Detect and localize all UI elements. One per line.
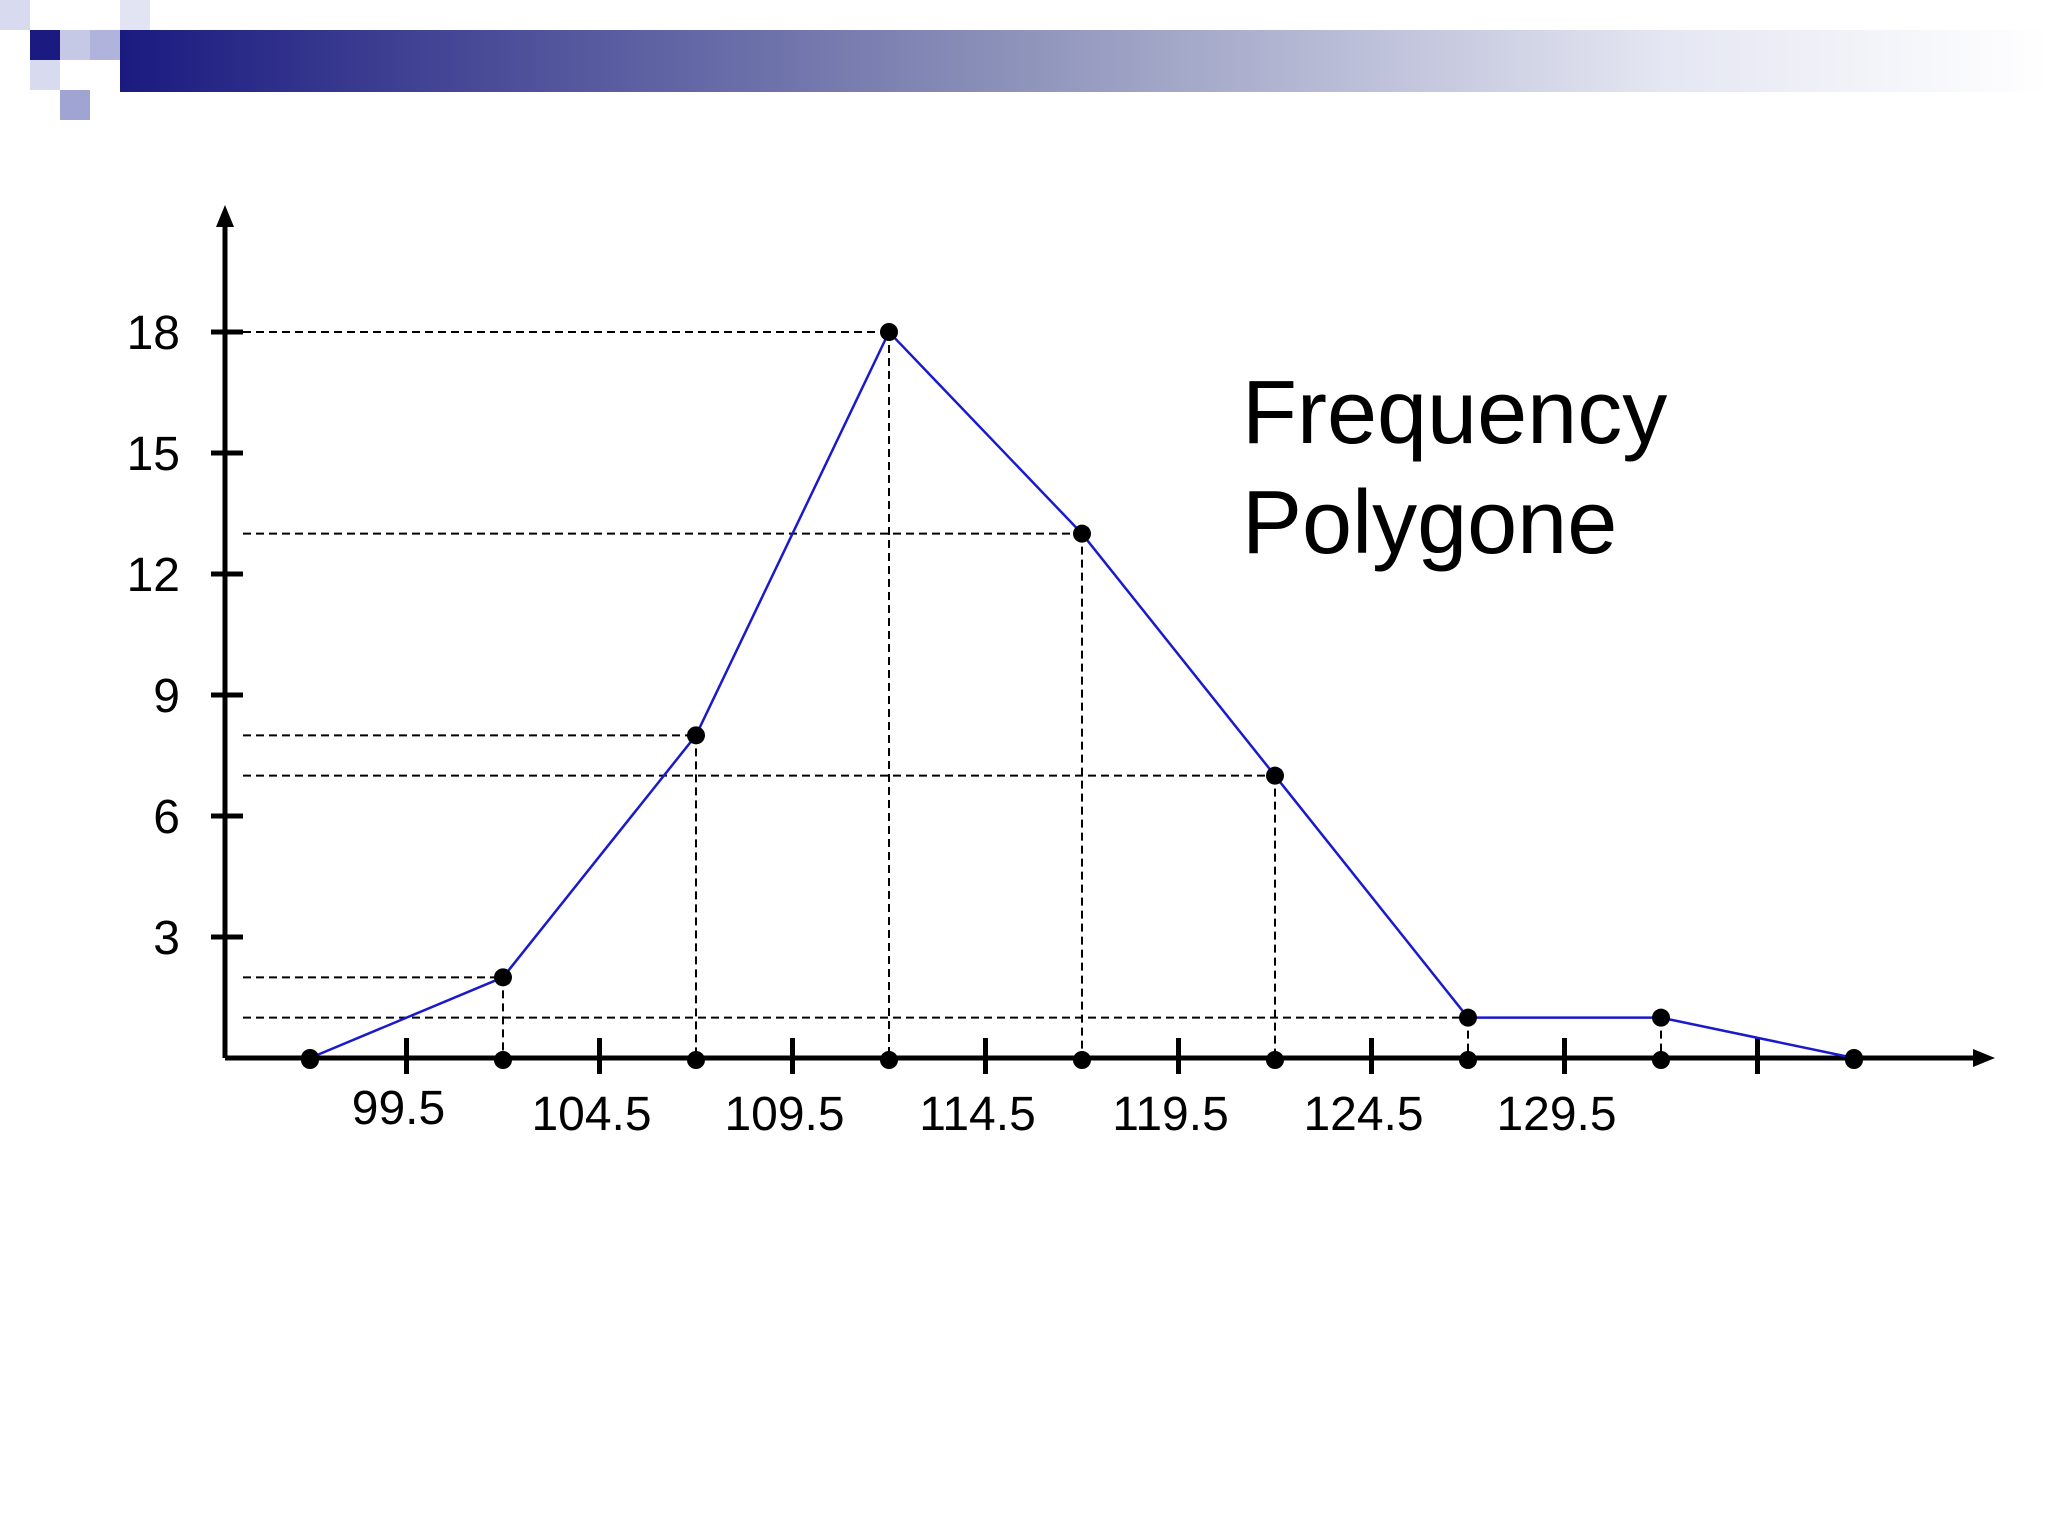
data-point (880, 323, 898, 341)
x-tick-label: 129.5 (1496, 1088, 1616, 1141)
y-tick-label: 12 (127, 549, 180, 602)
x-axis-midpoint-marker (494, 1051, 512, 1069)
header-square-light-6 (120, 0, 150, 30)
y-tick-label: 6 (153, 791, 180, 844)
data-point (1266, 766, 1284, 785)
guide-lines (243, 331, 1662, 1058)
x-tick-label: 119.5 (1112, 1088, 1229, 1141)
data-point (1459, 1008, 1477, 1027)
data-point (687, 726, 705, 745)
header-band (0, 0, 2048, 120)
axis-ticks (211, 329, 1760, 1074)
x-axis-midpoint-marker (1266, 1051, 1284, 1069)
x-axis-midpoint-marker (301, 1051, 319, 1069)
x-axis-midpoint-marker (1652, 1051, 1670, 1069)
y-tick-label: 15 (127, 428, 180, 481)
tick-labels: 3 6 9 12 15 18 99.5 104.5 109.5 114.5 119.5 124.5 12… (127, 307, 1617, 1141)
chart-title: Frequency Polygone (1242, 358, 1667, 578)
header-gradient-bar (120, 30, 2048, 92)
x-axis-midpoint-marker (1845, 1051, 1863, 1069)
x-axis-midpoint-marker (880, 1051, 898, 1069)
data-point (1652, 1008, 1670, 1027)
y-tick-label: 3 (153, 912, 180, 965)
chart-title-line-2: Polygone (1242, 473, 1618, 573)
header-square-light-3 (90, 30, 120, 60)
x-axis-arrow (1973, 1049, 1995, 1067)
header-square-light-5 (60, 90, 90, 120)
data-point (494, 968, 512, 987)
x-tick-label: 114.5 (919, 1088, 1036, 1141)
y-tick-label: 18 (127, 307, 180, 360)
header-square-light-1 (0, 0, 30, 30)
x-tick-label: 99.5 (352, 1082, 445, 1135)
x-tick-label: 124.5 (1303, 1088, 1423, 1141)
header-square-light-4 (30, 60, 60, 90)
x-axis-midpoint-marker (1073, 1051, 1091, 1069)
data-point (1073, 524, 1091, 543)
axes (216, 205, 1995, 1067)
data-points (301, 323, 1863, 1069)
x-tick-label: 104.5 (531, 1088, 651, 1141)
header-square-dark (30, 30, 60, 60)
x-tick-label: 109.5 (724, 1088, 844, 1141)
y-tick-label: 9 (153, 670, 180, 723)
y-axis-arrow (216, 205, 234, 227)
x-axis-midpoint-marker (687, 1051, 705, 1069)
header-square-light-2 (60, 30, 90, 60)
x-axis-midpoint-marker (1459, 1051, 1477, 1069)
chart-title-line-1: Frequency (1242, 363, 1668, 463)
